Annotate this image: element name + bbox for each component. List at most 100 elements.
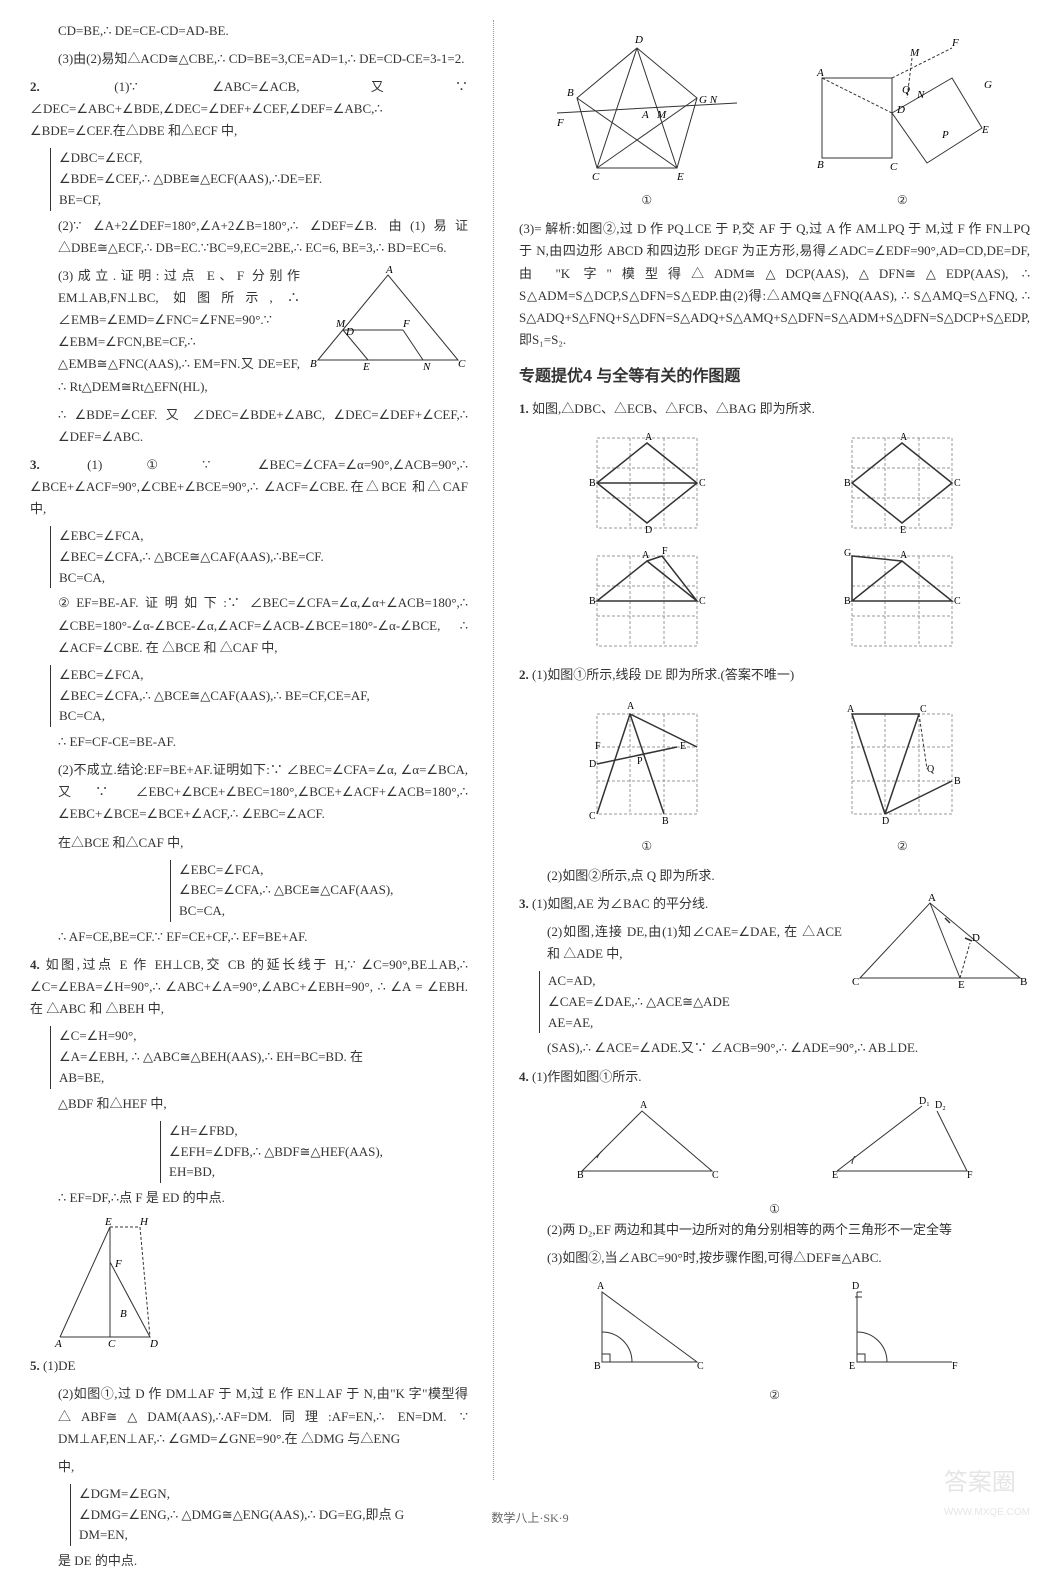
svg-text:B: B xyxy=(844,596,851,607)
grid-figures: ACBDEFP ① ADCBQ ② xyxy=(519,694,1030,856)
text: (2)如图②所示,点 Q 即为所求. xyxy=(519,865,1030,887)
svg-text:A: A xyxy=(54,1338,62,1347)
problem-4: 4. (1)作图如图①所示. xyxy=(519,1066,1030,1088)
svg-text:C: C xyxy=(954,596,961,607)
svg-text:E: E xyxy=(958,979,965,991)
right-triangle-pair: ABC DEF xyxy=(519,1277,1030,1377)
text: BC=CA, xyxy=(179,901,468,922)
svg-text:M: M xyxy=(909,47,920,59)
text: ∠CAE=∠DAE,∴ △ACE≅△ADE xyxy=(548,992,1030,1013)
text: ∠C=∠H=90°, xyxy=(59,1026,468,1047)
svg-text:A: A xyxy=(645,432,653,443)
text: (1)DE xyxy=(43,1358,76,1373)
svg-text:F: F xyxy=(951,37,959,49)
svg-text:M: M xyxy=(335,318,346,330)
svg-text:D: D xyxy=(149,1338,158,1347)
page-footer: 数学八上·SK·9 xyxy=(0,1508,1060,1528)
svg-text:C: C xyxy=(890,161,898,173)
svg-text:D₁: D₁ xyxy=(919,1096,930,1107)
svg-text:P: P xyxy=(941,129,949,141)
text: ∴ EF=CF-CE=BE-AF. xyxy=(30,731,468,753)
svg-text:A: A xyxy=(847,704,855,715)
text: ∠BEC=∠CFA,∴ △BCE≅△CAF(AAS), xyxy=(179,880,468,901)
text: △BDF 和△HEF 中, xyxy=(30,1093,468,1115)
svg-text:P: P xyxy=(637,756,643,767)
svg-text:A: A xyxy=(900,432,908,443)
figure-label: ① xyxy=(577,836,717,856)
svg-text:A: A xyxy=(640,1100,648,1111)
text: ∠BDE=∠CEF,∴ △DBE≅△ECF(AAS),∴DE=EF. xyxy=(59,169,468,190)
svg-text:D: D xyxy=(852,1281,859,1292)
figure-label: ② xyxy=(832,836,972,856)
svg-text:N: N xyxy=(916,89,925,101)
brace-group: ∠EBC=∠FCA, ∠BEC=∠CFA,∴ △BCE≅△CAF(AAS),∴B… xyxy=(50,526,468,588)
text: EH=BD, xyxy=(169,1162,468,1183)
brace-group: ∠DBC=∠ECF, ∠BDE=∠CEF,∴ △DBE≅△ECF(AAS),∴D… xyxy=(50,148,468,210)
text: ∠EBC=∠FCA, xyxy=(59,526,468,547)
svg-text:E: E xyxy=(900,525,906,536)
svg-text:B: B xyxy=(844,478,851,489)
text: AE=AE, xyxy=(548,1013,1030,1034)
svg-text:F: F xyxy=(662,546,668,557)
svg-text:B: B xyxy=(589,478,596,489)
svg-text:D: D xyxy=(634,34,643,46)
text: ∠DGM=∠EGN, xyxy=(79,1484,468,1505)
column-divider xyxy=(493,20,494,1480)
text: ∴ EF=DF,∴点 F 是 ED 的中点. xyxy=(30,1187,468,1209)
text: 如图,过点 E 作 EH⊥CB,交 CB 的延长线于 H,∵ ∠C=90°,BE… xyxy=(30,957,468,1016)
text: ∴ ∠BDE=∠CEF. 又 ∠DEC=∠BDE+∠ABC, ∠DEC=∠DEF… xyxy=(30,404,468,448)
text: (3)= 解析:如图②,过 D 作 PQ⊥CE 于 P,交 AF 于 Q,过 A… xyxy=(519,218,1030,351)
figure-label: ② xyxy=(802,190,1002,210)
text: ∠BEC=∠CFA,∴ △BCE≅△CAF(AAS),∴ BE=CF,CE=AF… xyxy=(59,686,468,707)
text: (3)如图②,当∠ABC=90°时,按步骤作图,可得△DEF≅△ABC. xyxy=(519,1247,1030,1269)
svg-text:Q: Q xyxy=(902,84,910,96)
problem-1: 1. 如图,△DBC、△ECB、△FCB、△BAG 即为所求. xyxy=(519,398,1030,420)
svg-text:C: C xyxy=(108,1338,116,1347)
problem-2: 2. (1)∵ ∠ABC=∠ACB,又∵ ∠DEC=∠ABC+∠BDE,∠DEC… xyxy=(30,76,468,142)
section-title: 专题提优4 与全等有关的作图题 xyxy=(519,363,1030,390)
svg-text:D: D xyxy=(645,525,652,536)
svg-text:E: E xyxy=(832,1170,838,1181)
svg-text:G: G xyxy=(984,79,992,91)
text: (2)如图①,过 D 作 DM⊥AF 于 M,过 E 作 EN⊥AF 于 N,由… xyxy=(30,1383,468,1449)
svg-text:F: F xyxy=(556,117,564,129)
brace-group: ∠C=∠H=90°, ∠A=∠EBH, ∴ △ABC≅△BEH(AAS),∴ E… xyxy=(50,1026,468,1088)
svg-text:E: E xyxy=(104,1217,112,1228)
svg-text:G N: G N xyxy=(699,94,718,106)
text: ∠EBC=∠FCA, xyxy=(59,665,468,686)
svg-text:C: C xyxy=(954,478,961,489)
triangle-bisector-diagram: ACBED xyxy=(850,893,1030,993)
svg-text:C: C xyxy=(852,976,859,988)
svg-text:B: B xyxy=(310,358,317,370)
svg-text:A: A xyxy=(597,1281,605,1292)
text: CD=BE,∴ DE=CE-CD=AD-BE. xyxy=(30,20,468,42)
svg-text:C: C xyxy=(699,596,706,607)
text: (1)作图如图①所示. xyxy=(532,1069,641,1084)
text: ∠H=∠FBD, xyxy=(169,1121,468,1142)
svg-text:E: E xyxy=(849,1361,855,1372)
problem-2: 2. (1)如图①所示,线段 DE 即为所求.(答案不唯一) xyxy=(519,664,1030,686)
text: ∠EFH=∠DFB,∴ △BDF≅△HEF(AAS), xyxy=(169,1142,468,1163)
watermark: 答案圈 WWW.MXQE.COM xyxy=(944,1463,1030,1521)
text: (3)由(2)易知△ACD≅△CBE,∴ CD=BE=3,CE=AD=1,∴ D… xyxy=(30,48,468,70)
text: (2)∵ ∠A+2∠DEF=180°,∠A+2∠B=180°,∴ ∠DEF=∠B… xyxy=(30,215,468,259)
svg-text:C: C xyxy=(699,478,706,489)
text: ∠EBC=∠FCA, xyxy=(179,860,468,881)
svg-text:F: F xyxy=(967,1170,973,1181)
text: (2)两 D₂,EF 两边和其中一边所对的角分别相等的两个三角形不一定全等 xyxy=(519,1219,1030,1241)
svg-text:B: B xyxy=(1020,976,1027,988)
text: BC=CA, xyxy=(59,706,468,727)
triangle-pair: ABC D₂D₁EF xyxy=(519,1096,1030,1191)
figure-pair: D B G N C E F A M ① A B C D E xyxy=(519,28,1030,210)
svg-text:B: B xyxy=(594,1361,601,1372)
svg-text:A: A xyxy=(816,67,824,79)
text: (2)不成立.结论:EF=BE+AF.证明如下:∵ ∠BEC=∠CFA=∠α, … xyxy=(30,759,468,825)
svg-text:N: N xyxy=(422,361,431,373)
brace-group: ∠EBC=∠FCA, ∠BEC=∠CFA,∴ △BCE≅△CAF(AAS), B… xyxy=(170,860,468,922)
figure-label: ① xyxy=(519,1199,1030,1219)
figure-label: ① xyxy=(547,190,747,210)
svg-text:B: B xyxy=(954,776,961,787)
svg-text:A: A xyxy=(385,265,393,276)
text: (1)①∵ ∠BEC=∠CFA=∠α=90°,∠ACB=90°,∴ ∠BCE+∠… xyxy=(30,457,468,516)
text: ②EF=BE-AF.证明如下:∵ ∠BEC=∠CFA=∠α,∠α+∠ACB=18… xyxy=(30,592,468,658)
